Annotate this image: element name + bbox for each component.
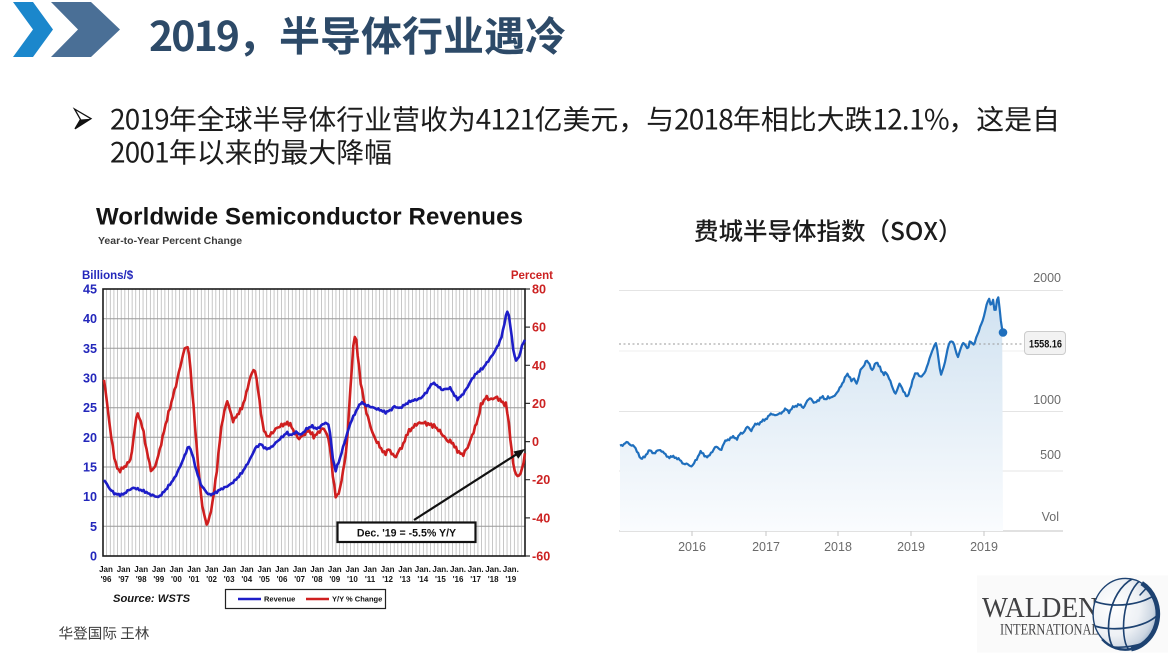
svg-text:2016: 2016 [678, 540, 706, 554]
svg-text:'09: '09 [329, 575, 340, 584]
svg-text:'17: '17 [470, 575, 481, 584]
svg-text:Jan: Jan [258, 565, 272, 574]
svg-text:60: 60 [532, 321, 546, 335]
svg-text:10: 10 [83, 490, 97, 504]
svg-text:2018: 2018 [824, 540, 852, 554]
svg-text:Jan: Jan [293, 565, 307, 574]
svg-text:20: 20 [532, 397, 546, 411]
svg-text:Billions/$: Billions/$ [82, 270, 134, 282]
svg-text:Year-to-Year Percent Change: Year-to-Year Percent Change [98, 235, 242, 247]
svg-text:Y/Y % Change: Y/Y % Change [332, 595, 382, 604]
svg-text:40: 40 [532, 359, 546, 373]
svg-text:Jan: Jan [398, 565, 412, 574]
svg-text:Jan: Jan [363, 565, 377, 574]
svg-text:'98: '98 [136, 575, 147, 584]
svg-text:Jan: Jan [240, 565, 254, 574]
svg-text:'15: '15 [435, 575, 446, 584]
svg-text:Source: WSTS: Source: WSTS [113, 593, 191, 605]
svg-text:Jan: Jan [134, 565, 148, 574]
svg-text:1558.16: 1558.16 [1029, 339, 1062, 351]
svg-text:2019: 2019 [897, 540, 925, 554]
svg-text:Jan: Jan [328, 565, 342, 574]
svg-text:1000: 1000 [1033, 393, 1061, 407]
svg-text:5: 5 [90, 520, 97, 534]
svg-text:'19: '19 [505, 575, 516, 584]
svg-text:0: 0 [90, 550, 97, 564]
svg-text:45: 45 [83, 283, 97, 297]
svg-text:Dec. '19 = -5.5% Y/Y: Dec. '19 = -5.5% Y/Y [357, 528, 456, 540]
svg-text:'04: '04 [241, 575, 252, 584]
svg-text:INTERNATIONAL: INTERNATIONAL [1000, 622, 1099, 639]
svg-text:Jan: Jan [187, 565, 201, 574]
svg-text:'02: '02 [206, 575, 217, 584]
svg-text:Jan.: Jan. [415, 565, 431, 574]
svg-text:'00: '00 [171, 575, 182, 584]
svg-text:'16: '16 [453, 575, 464, 584]
svg-text:'05: '05 [259, 575, 270, 584]
svg-text:Jan: Jan [275, 565, 289, 574]
svg-text:WALDEN: WALDEN [982, 593, 1098, 624]
svg-text:'01: '01 [189, 575, 200, 584]
svg-text:Jan: Jan [152, 565, 166, 574]
svg-text:Jan.: Jan. [450, 565, 466, 574]
svg-text:'12: '12 [382, 575, 393, 584]
svg-text:'10: '10 [347, 575, 358, 584]
svg-text:'08: '08 [312, 575, 323, 584]
svg-text:2000: 2000 [1033, 271, 1061, 285]
svg-text:35: 35 [83, 342, 97, 356]
svg-text:Jan: Jan [99, 565, 113, 574]
svg-text:'03: '03 [224, 575, 235, 584]
svg-text:Jan.: Jan. [485, 565, 501, 574]
svg-text:25: 25 [83, 401, 97, 415]
svg-text:Jan: Jan [310, 565, 324, 574]
svg-text:'11: '11 [365, 575, 376, 584]
svg-text:30: 30 [83, 372, 97, 386]
svg-text:Jan: Jan [381, 565, 395, 574]
svg-text:2019: 2019 [970, 540, 998, 554]
svg-text:40: 40 [83, 312, 97, 326]
svg-text:'13: '13 [400, 575, 411, 584]
svg-text:20: 20 [83, 431, 97, 445]
svg-text:Jan.: Jan. [503, 565, 519, 574]
svg-text:'18: '18 [488, 575, 499, 584]
svg-text:Revenue: Revenue [264, 595, 295, 604]
svg-text:2017: 2017 [752, 540, 780, 554]
svg-text:Jan.: Jan. [468, 565, 484, 574]
svg-text:-40: -40 [532, 511, 550, 525]
svg-text:Jan: Jan [170, 565, 184, 574]
svg-text:'96: '96 [101, 575, 112, 584]
svg-text:Jan: Jan [117, 565, 131, 574]
svg-text:-20: -20 [532, 473, 550, 487]
svg-text:Vol: Vol [1042, 510, 1059, 524]
svg-text:Jan: Jan [222, 565, 236, 574]
svg-text:15: 15 [83, 461, 97, 475]
svg-text:Jan.: Jan. [432, 565, 448, 574]
svg-text:'14: '14 [417, 575, 428, 584]
svg-text:'07: '07 [294, 575, 305, 584]
svg-text:'99: '99 [153, 575, 164, 584]
svg-text:'97: '97 [118, 575, 129, 584]
svg-text:'06: '06 [277, 575, 288, 584]
svg-text:Worldwide Semiconductor Revenu: Worldwide Semiconductor Revenues [96, 204, 523, 231]
svg-text:Percent: Percent [511, 270, 553, 282]
svg-text:Jan: Jan [205, 565, 219, 574]
svg-text:Jan: Jan [346, 565, 360, 574]
svg-text:-60: -60 [532, 550, 550, 564]
svg-text:500: 500 [1040, 448, 1061, 462]
svg-text:0: 0 [532, 435, 539, 449]
svg-text:80: 80 [532, 283, 546, 297]
